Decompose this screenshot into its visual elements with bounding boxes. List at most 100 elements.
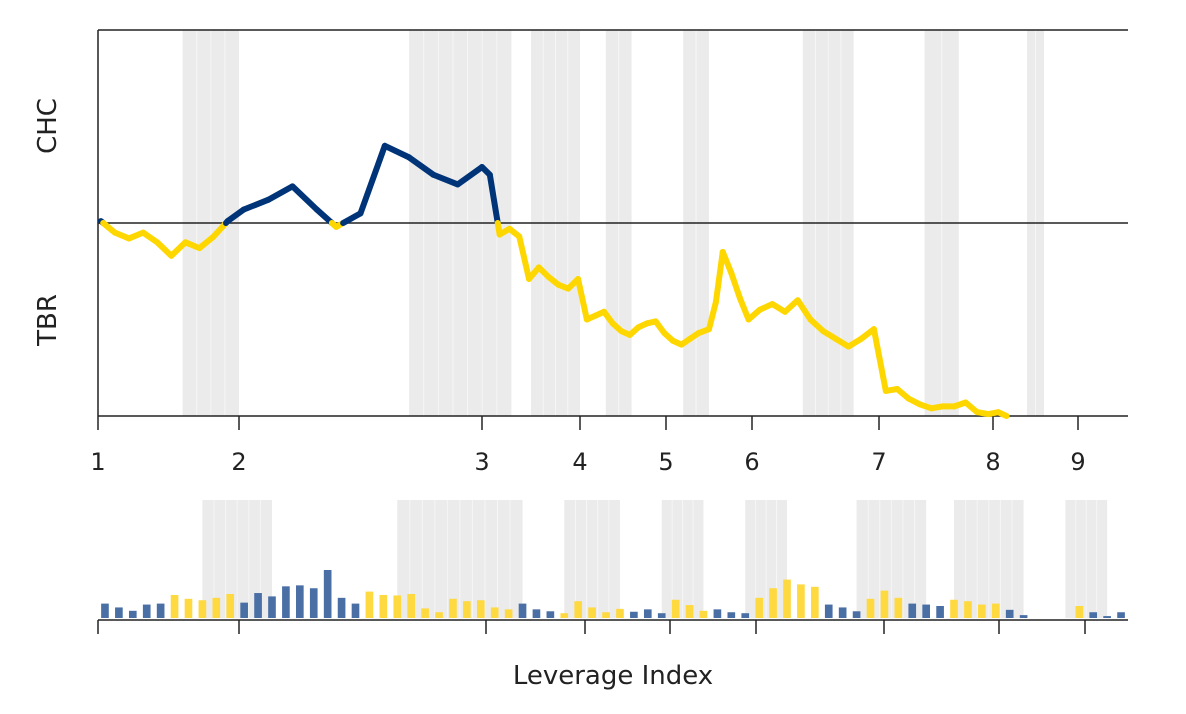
bar bbox=[602, 612, 610, 618]
bar bbox=[463, 601, 471, 618]
bottom-x-ticks bbox=[97, 620, 1086, 634]
bar bbox=[407, 594, 416, 618]
bar bbox=[922, 604, 931, 618]
bar bbox=[880, 590, 889, 618]
top-x-tick-label: 5 bbox=[658, 448, 673, 476]
bar bbox=[156, 603, 165, 618]
bars bbox=[101, 570, 1125, 618]
bar bbox=[671, 599, 680, 618]
bar bbox=[365, 591, 374, 618]
bar bbox=[240, 602, 248, 618]
leverage-line-chart: CHC TBR 1 2 3 4 5 6 7 8 9 bbox=[33, 29, 1128, 476]
bar bbox=[337, 597, 346, 618]
line-segment-below bbox=[870, 326, 889, 394]
bar bbox=[894, 597, 903, 618]
line-segment-below bbox=[995, 409, 1010, 419]
top-x-tick-label: 7 bbox=[871, 448, 886, 476]
bar bbox=[908, 603, 917, 618]
line-segment-above bbox=[381, 142, 413, 161]
line-segment-below bbox=[168, 239, 189, 259]
bar bbox=[1103, 616, 1111, 618]
line-segment-below bbox=[728, 270, 743, 302]
bar bbox=[198, 600, 207, 618]
bar bbox=[1019, 615, 1028, 618]
bar bbox=[783, 579, 791, 618]
bar bbox=[115, 607, 123, 618]
top-x-tick-label: 8 bbox=[985, 448, 1000, 476]
bar bbox=[532, 609, 541, 618]
bar bbox=[797, 584, 805, 618]
line-segment-below bbox=[196, 233, 217, 252]
bar bbox=[964, 601, 972, 618]
bar bbox=[504, 609, 513, 618]
bar bbox=[490, 607, 499, 618]
bar bbox=[128, 610, 137, 618]
bar bbox=[1117, 612, 1125, 618]
leverage-bar-chart: Leverage Index bbox=[97, 500, 1128, 691]
bar bbox=[810, 586, 819, 618]
line-segment-below bbox=[154, 239, 175, 259]
bar bbox=[630, 611, 638, 618]
ylabel-upper: CHC bbox=[33, 98, 63, 154]
ylabel-lower: TBR bbox=[33, 294, 63, 347]
line-segment-above bbox=[486, 171, 501, 226]
bar bbox=[560, 613, 569, 618]
bar bbox=[184, 598, 193, 618]
bar bbox=[379, 594, 388, 618]
bar bbox=[991, 603, 1000, 618]
line-segment-below bbox=[706, 299, 719, 333]
bar bbox=[449, 598, 457, 618]
line-segment-above bbox=[454, 164, 485, 188]
bar bbox=[950, 599, 958, 618]
line-segment-above bbox=[265, 183, 296, 203]
bar bbox=[1089, 612, 1098, 618]
bar bbox=[727, 612, 736, 618]
bar bbox=[476, 600, 485, 618]
bar bbox=[755, 597, 763, 618]
line-segment-above bbox=[340, 210, 364, 226]
bar bbox=[295, 585, 304, 618]
top-x-tick-label: 1 bbox=[90, 448, 105, 476]
top-x-tick-label: 9 bbox=[1070, 448, 1085, 476]
line-segment-below bbox=[719, 248, 735, 277]
bar bbox=[685, 605, 694, 618]
bar bbox=[226, 594, 235, 618]
bar bbox=[1005, 609, 1014, 618]
x-axis-label: Leverage Index bbox=[513, 661, 713, 691]
line-segment-below bbox=[794, 297, 814, 323]
bar bbox=[852, 611, 861, 618]
bar bbox=[323, 570, 332, 618]
bar bbox=[643, 609, 652, 618]
top-x-ticks: 1 2 3 4 5 6 7 8 9 bbox=[90, 416, 1086, 476]
bar bbox=[518, 603, 527, 618]
bar bbox=[713, 609, 722, 618]
bar bbox=[741, 613, 750, 618]
line-segment-above bbox=[289, 183, 320, 213]
bar bbox=[616, 608, 624, 618]
bar bbox=[101, 603, 109, 618]
line-segment-above bbox=[313, 206, 335, 226]
bar bbox=[699, 610, 708, 618]
bar bbox=[309, 588, 318, 618]
line-segment-above bbox=[406, 154, 437, 178]
line-segment-below bbox=[736, 295, 752, 323]
bar bbox=[212, 597, 221, 618]
top-x-tick-label: 3 bbox=[474, 448, 489, 476]
bar bbox=[142, 604, 151, 618]
bar bbox=[866, 598, 875, 618]
bar bbox=[838, 607, 847, 618]
bottom-shaded-band bbox=[564, 500, 620, 618]
bar bbox=[824, 604, 833, 618]
line-segment-below bbox=[575, 275, 590, 323]
bar bbox=[421, 608, 429, 618]
bar bbox=[978, 604, 986, 618]
bar bbox=[170, 594, 179, 618]
line-series bbox=[97, 142, 1010, 419]
line-segment-above bbox=[357, 142, 388, 217]
bar bbox=[588, 607, 596, 618]
bar bbox=[435, 612, 443, 618]
bar bbox=[657, 613, 666, 618]
bar bbox=[351, 603, 360, 618]
line-segment-below bbox=[712, 248, 726, 306]
